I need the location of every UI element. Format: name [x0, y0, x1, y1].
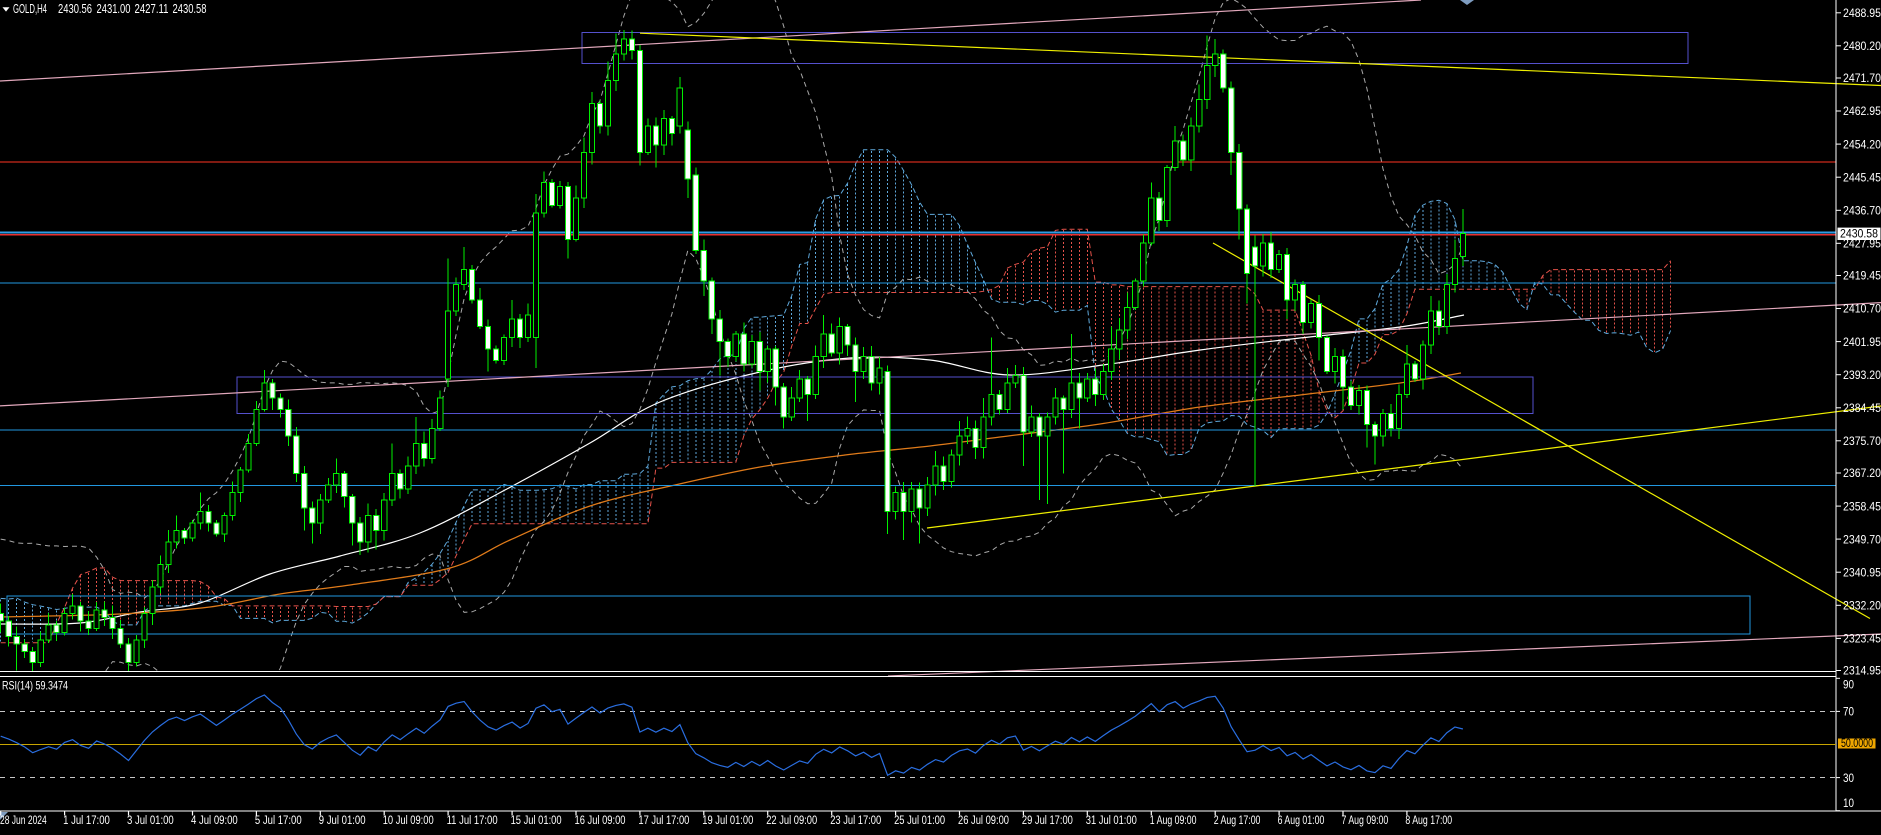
- svg-text:2384.45: 2384.45: [1843, 401, 1881, 415]
- svg-text:2488.95: 2488.95: [1843, 6, 1881, 20]
- svg-text:2367.20: 2367.20: [1843, 466, 1881, 480]
- svg-text:2332.20: 2332.20: [1843, 599, 1881, 613]
- svg-text:26 Jul 09:00: 26 Jul 09:00: [958, 815, 1009, 827]
- svg-text:7 Aug 09:00: 7 Aug 09:00: [1342, 815, 1389, 827]
- svg-text:17 Jul 17:00: 17 Jul 17:00: [638, 815, 689, 827]
- svg-text:2349.70: 2349.70: [1843, 532, 1881, 546]
- svg-text:2401.95: 2401.95: [1843, 335, 1881, 349]
- svg-text:2314.95: 2314.95: [1843, 664, 1881, 678]
- svg-text:90: 90: [1843, 678, 1854, 692]
- svg-text:5 Jul 17:00: 5 Jul 17:00: [255, 815, 302, 827]
- svg-text:2375.70: 2375.70: [1843, 434, 1881, 448]
- svg-text:2430.58: 2430.58: [1840, 226, 1878, 240]
- svg-text:28 Jun 2024: 28 Jun 2024: [0, 815, 47, 827]
- svg-text:2419.45: 2419.45: [1843, 269, 1881, 283]
- svg-text:2323.45: 2323.45: [1843, 632, 1881, 646]
- svg-text:3 Jul 01:00: 3 Jul 01:00: [127, 815, 174, 827]
- svg-text:30: 30: [1843, 771, 1854, 785]
- svg-text:2 Aug 17:00: 2 Aug 17:00: [1214, 815, 1261, 827]
- svg-text:70: 70: [1843, 705, 1854, 719]
- svg-text:2462.95: 2462.95: [1843, 104, 1881, 118]
- svg-text:2436.70: 2436.70: [1843, 204, 1881, 218]
- svg-text:2430.56: 2430.56: [58, 2, 92, 16]
- svg-text:10: 10: [1843, 796, 1854, 810]
- svg-text:50.0000: 50.0000: [1841, 738, 1873, 750]
- svg-text:GOLD,H4: GOLD,H4: [13, 2, 47, 16]
- svg-text:2427.11: 2427.11: [135, 2, 169, 16]
- svg-text:2358.45: 2358.45: [1843, 499, 1881, 513]
- svg-text:6 Aug 01:00: 6 Aug 01:00: [1278, 815, 1325, 827]
- svg-text:2410.70: 2410.70: [1843, 302, 1881, 316]
- svg-text:1 Aug 09:00: 1 Aug 09:00: [1150, 815, 1197, 827]
- svg-text:31 Jul 01:00: 31 Jul 01:00: [1086, 815, 1137, 827]
- svg-text:16 Jul 09:00: 16 Jul 09:00: [575, 815, 626, 827]
- svg-text:4 Jul 09:00: 4 Jul 09:00: [191, 815, 238, 827]
- svg-text:2454.20: 2454.20: [1843, 137, 1881, 151]
- svg-text:2340.95: 2340.95: [1843, 565, 1881, 579]
- svg-text:23 Jul 17:00: 23 Jul 17:00: [830, 815, 881, 827]
- svg-text:9 Jul 01:00: 9 Jul 01:00: [319, 815, 366, 827]
- svg-text:1 Jul 17:00: 1 Jul 17:00: [63, 815, 110, 827]
- svg-text:2431.00: 2431.00: [97, 2, 131, 16]
- svg-text:RSI(14) 59.3474: RSI(14) 59.3474: [2, 679, 68, 693]
- svg-text:15 Jul 01:00: 15 Jul 01:00: [511, 815, 562, 827]
- svg-text:11 Jul 17:00: 11 Jul 17:00: [447, 815, 498, 827]
- svg-text:10 Jul 09:00: 10 Jul 09:00: [383, 815, 434, 827]
- svg-text:2430.58: 2430.58: [173, 2, 207, 16]
- svg-text:8 Aug 17:00: 8 Aug 17:00: [1405, 815, 1452, 827]
- svg-text:22 Jul 09:00: 22 Jul 09:00: [766, 815, 817, 827]
- svg-text:2480.20: 2480.20: [1843, 39, 1881, 53]
- svg-text:25 Jul 01:00: 25 Jul 01:00: [894, 815, 945, 827]
- svg-text:2445.45: 2445.45: [1843, 170, 1881, 184]
- svg-text:2471.70: 2471.70: [1843, 71, 1881, 85]
- svg-text:19 Jul 01:00: 19 Jul 01:00: [702, 815, 753, 827]
- svg-text:29 Jul 17:00: 29 Jul 17:00: [1022, 815, 1073, 827]
- svg-text:2393.20: 2393.20: [1843, 368, 1881, 382]
